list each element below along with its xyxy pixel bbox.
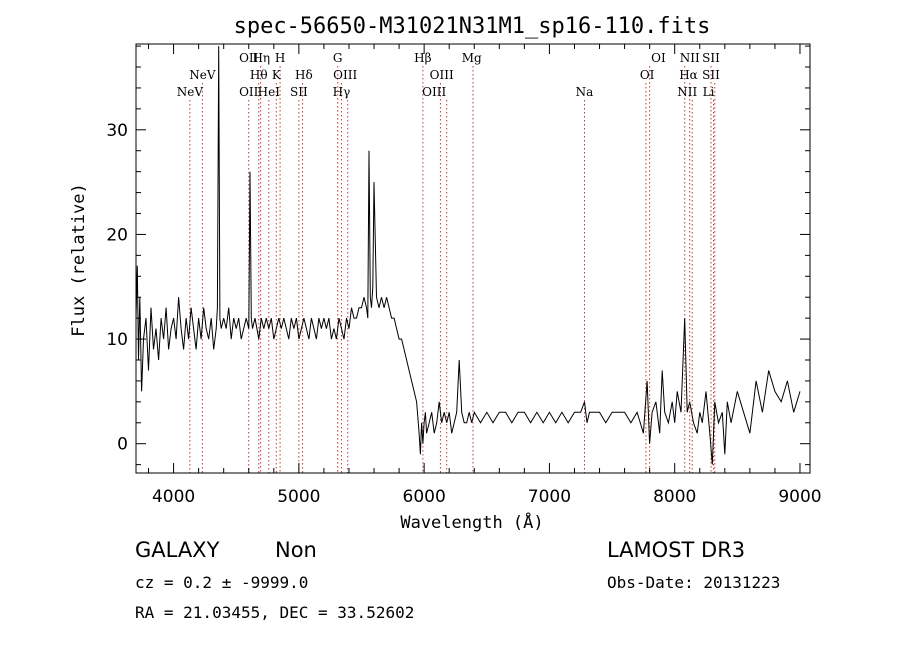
emission-line-label: SII: [290, 85, 308, 99]
emission-line-label: SII: [702, 51, 720, 65]
emission-line-label: Mg: [462, 51, 482, 65]
emission-line-label: NeV: [177, 85, 204, 99]
emission-line-label: OIII: [333, 68, 357, 82]
emission-line-label: OII: [239, 51, 259, 65]
redshift-cz: cz = 0.2 ± -9999.0: [135, 573, 309, 592]
emission-line-label: Hθ: [250, 68, 268, 82]
x-tick-label: 4000: [152, 487, 195, 507]
x-axis-label: Wavelength (Å): [400, 511, 543, 533]
emission-line-label: K: [272, 68, 282, 82]
x-tick-label: 8000: [653, 487, 696, 507]
emission-line-label: Hη: [252, 51, 270, 65]
emission-line-label: NII: [680, 51, 700, 65]
object-subclass: Non: [275, 538, 317, 562]
object-class: GALAXY: [135, 538, 220, 562]
emission-line-label: OII: [239, 85, 259, 99]
y-tick-label: 0: [117, 435, 128, 455]
y-tick-label: 30: [106, 121, 128, 141]
y-axis-ticks: 0 10 20 30: [106, 45, 810, 466]
spectrum-line: [135, 46, 801, 465]
emission-line-label: OI: [640, 68, 655, 82]
emission-line-label: OI: [651, 51, 666, 65]
coordinates: RA = 21.03455, DEC = 33.52602: [135, 603, 415, 622]
survey-name: LAMOST DR3: [607, 538, 746, 562]
plot-frame: [135, 43, 811, 474]
emission-line-label: Hγ: [333, 85, 351, 99]
x-axis-ticks: 4000 5000 6000 7000 8000 9000: [148, 44, 822, 507]
emission-line-label: Li: [703, 85, 715, 99]
x-tick-label: 6000: [403, 487, 446, 507]
emission-line-label: H: [275, 51, 285, 65]
x-tick-label: 5000: [277, 487, 320, 507]
emission-line-label: G: [333, 51, 343, 65]
emission-line-label: Hα: [679, 68, 698, 82]
emission-line-label: NII: [677, 85, 697, 99]
emission-line-label: OIII: [422, 85, 446, 99]
emission-line-label: Hβ: [414, 51, 431, 65]
emission-line-label: Hδ: [295, 68, 313, 82]
y-axis-label: Flux (relative): [69, 183, 89, 337]
emission-line-label: NeV: [189, 68, 216, 82]
y-tick-label: 10: [106, 330, 128, 350]
emission-line-label: Na: [576, 85, 594, 99]
chart-title: spec-56650-M31021N31M1_sp16-110.fits: [234, 14, 711, 39]
emission-line-markers: [189, 66, 716, 473]
y-tick-label: 20: [106, 225, 128, 245]
observation-date: Obs-Date: 20131223: [607, 573, 781, 592]
emission-line-label: OIII: [430, 68, 454, 82]
x-tick-label: 9000: [778, 487, 821, 507]
emission-line-label: SII: [702, 68, 720, 82]
x-tick-label: 7000: [528, 487, 571, 507]
emission-line-label: HeI: [258, 85, 281, 99]
